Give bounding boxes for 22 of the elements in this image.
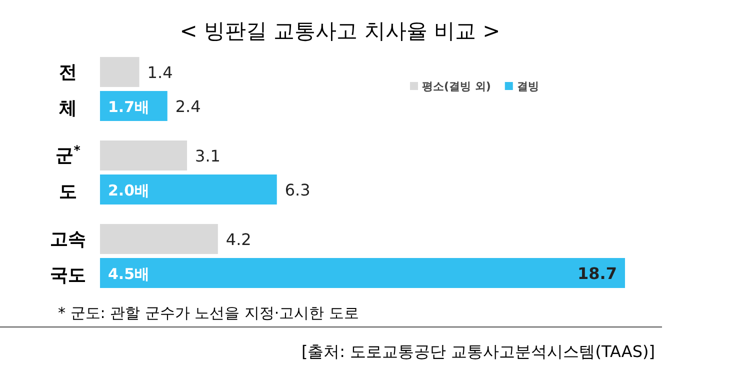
data-label: 3.1 xyxy=(195,146,220,166)
annotation: 2.0배 xyxy=(108,182,150,200)
category-label: 군$^{*}$ 도 xyxy=(56,142,80,202)
data-label: 18.7 xyxy=(578,264,617,283)
annotation: 4.5배 xyxy=(108,265,150,283)
chart-title: < 빙판길 교통사고 치사율 비교 > xyxy=(180,19,500,43)
data-label: 4.2 xyxy=(226,230,252,249)
bar xyxy=(100,174,277,204)
annotation: 1.7배 xyxy=(108,98,150,116)
bar xyxy=(100,258,625,288)
bar xyxy=(100,140,188,170)
data-label: 1.4 xyxy=(147,63,173,82)
data-label: 2.4 xyxy=(175,97,201,116)
legend-label: 결빙 xyxy=(516,80,539,93)
text: [출처: 도로교통공단 교통사고분석시스템(TAAS)] xyxy=(301,342,655,361)
bar xyxy=(100,57,140,87)
legend-label: 평소(결빙 외) xyxy=(422,80,491,93)
data-label: 6.3 xyxy=(284,180,310,200)
y-tick-label: 고속 국도 xyxy=(50,229,86,286)
text: * 군도: 관할 군수가 노선을 지정·고시한 도로 xyxy=(58,304,359,322)
bar xyxy=(100,224,218,254)
y-tick-label: 전 체 xyxy=(59,62,77,119)
